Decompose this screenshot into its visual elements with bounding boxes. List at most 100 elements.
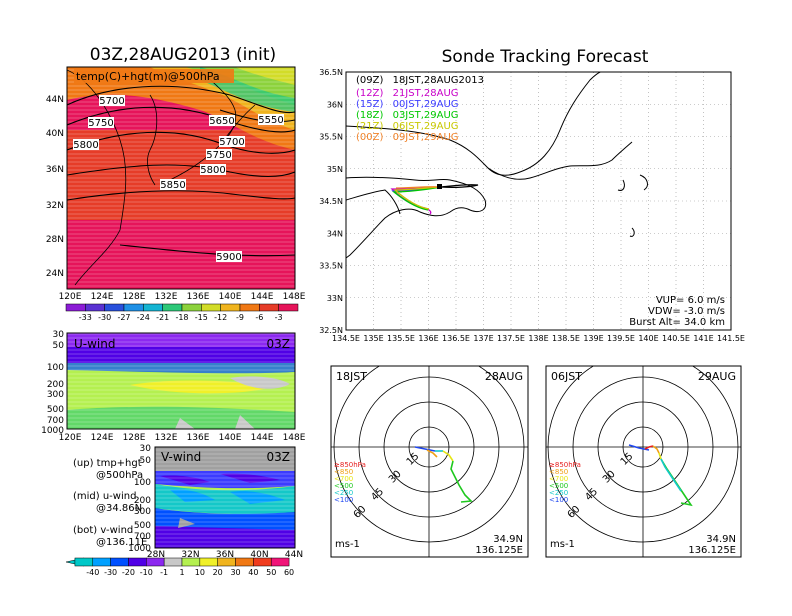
temp-lon-tick: 132E <box>155 292 178 302</box>
temp-colorbar-swatch <box>85 303 105 312</box>
hodograph-legend-entry: <500 <box>334 482 353 490</box>
temp-colorbar-label: -24 <box>137 313 150 322</box>
track-lat-tick: 34N <box>327 229 343 238</box>
v-wind-time: 03Z <box>267 450 291 464</box>
track-lon-tick: 138.5E <box>552 334 580 343</box>
temp-colorbar-swatch <box>143 303 163 312</box>
temp-colorbar-swatch <box>65 303 86 312</box>
launch-3-z: (18Z) <box>356 110 383 121</box>
temp-lat-tick: 44N <box>46 95 64 105</box>
wind-colorbar-label: 50 <box>266 568 276 577</box>
v-wind-pressure-tick: 300 <box>134 507 151 517</box>
v-wind-pressure-tick: 50 <box>140 456 152 466</box>
wind-colorbar-swatch <box>181 557 201 567</box>
u-wind-lon-tick: 144E <box>251 433 274 443</box>
temp-colorbar-swatch <box>181 303 202 312</box>
temp-colorbar-label: -9 <box>236 313 244 322</box>
u-wind-lon-tick: 124E <box>91 433 114 443</box>
hodograph-legend-entry: <100 <box>549 496 568 504</box>
temp-lon-tick: 140E <box>219 292 242 302</box>
height-labels: 5700 5750 5800 5650 5550 5700 5750 5800 … <box>73 95 284 263</box>
temp-colorbar-swatch <box>104 303 125 312</box>
wind-colorbar-swatch <box>110 557 129 567</box>
launch-1: (12Z) 21JST,28AUG <box>356 88 459 99</box>
track-lat-tick: 33.5N <box>319 262 343 271</box>
param-vdw: VDW= -3.0 m/s <box>648 306 725 317</box>
launch-4-z: (21Z) <box>356 121 383 132</box>
launch-3-t: 03JST,29AUG <box>393 110 459 121</box>
sonde-params: VUP= 6.0 m/s VDW= -3.0 m/s Burst Alt= 34… <box>629 295 725 328</box>
track-lon-tick: 139E <box>583 334 603 343</box>
track-lon-tick: 134.5E <box>332 334 360 343</box>
wind-colorbar-label: 40 <box>248 568 258 577</box>
track-lon-tick: 136E <box>418 334 438 343</box>
note-bot-a: (bot) v-wind <box>73 525 133 536</box>
temp-map-label: temp(C)+hgt(m)@500hPa <box>76 70 220 83</box>
temp-lat-ticks: 44N 40N 36N 32N 28N 24N <box>46 95 64 279</box>
temp-colorbar-label: -33 <box>79 313 92 322</box>
wind-colorbar-label: 30 <box>230 568 240 577</box>
track-lon-tick: 140.5E <box>662 334 690 343</box>
hodograph-left: 15304560≥850hPa<850<700<500<250<10018JST… <box>330 365 529 558</box>
hodograph-legend-entry: <850 <box>334 468 353 476</box>
launch-5-z: (00Z) <box>356 132 383 143</box>
hodograph-legend-entry: <250 <box>549 489 568 497</box>
v-wind-lat-tick: 40N <box>250 550 268 560</box>
track-lon-tick: 135.5E <box>387 334 415 343</box>
launch-2-z: (15Z) <box>356 99 383 110</box>
temp-colorbar-label: -6 <box>255 313 263 322</box>
panel-notes: (up) tmp+hgt @500hPa (mid) u-wind @34.86… <box>73 458 147 548</box>
hodograph-trace-segment <box>658 452 662 460</box>
track-lat-tick: 32.5N <box>319 326 343 335</box>
hodograph-legend-entry: <100 <box>334 496 353 504</box>
u-wind-pressure-tick: 100 <box>47 363 64 373</box>
track-coastline <box>346 72 648 259</box>
launch-3: (18Z) 03JST,29AUG <box>356 110 459 121</box>
v-wind-pressure-tick: 100 <box>134 478 151 488</box>
wind-colorbar-swatch <box>74 557 94 567</box>
param-burst-alt: Burst Alt= 34.0 km <box>629 317 725 328</box>
hodograph-right: 15304560≥850hPa<850<700<500<250<10006JST… <box>545 365 742 558</box>
track-lon-tick: 141.5E <box>717 334 745 343</box>
hodograph-legend-entry: <700 <box>334 475 353 483</box>
track-lon-tick: 135E <box>363 334 383 343</box>
temp-lon-ticks: 120E 124E 128E 132E 136E 140E 144E 148E <box>59 292 306 302</box>
note-up-b: @500hPa <box>96 470 143 481</box>
trajectory-18z <box>392 186 442 211</box>
temp-lat-tick: 32N <box>46 201 64 211</box>
hodograph-trace-segment <box>426 449 438 458</box>
v-wind-lat-tick: 32N <box>181 550 199 560</box>
u-wind-lon-tick: 120E <box>59 433 82 443</box>
track-lon-tick: 138E <box>528 334 548 343</box>
track-lon-tick: 141E <box>693 334 713 343</box>
hodograph-time: 18JST <box>336 370 367 383</box>
temp-colorbar-swatch <box>259 303 279 312</box>
track-lat-tick: 34.5N <box>319 197 343 206</box>
wind-colorbar-label: -10 <box>140 568 153 577</box>
u-wind-pressure-tick: 500 <box>47 405 64 415</box>
hodograph-legend-entry: <500 <box>549 482 568 490</box>
hodograph-trace-segment <box>450 460 473 503</box>
hodograph-trace-segment <box>652 445 660 454</box>
launch-4-t: 06JST,29AUG <box>393 121 459 132</box>
height-label: 5650 <box>209 116 234 127</box>
temp-lat-tick: 24N <box>46 269 64 279</box>
wind-colorbar-label: 60 <box>284 568 294 577</box>
temp-colorbar-label: -27 <box>117 313 130 322</box>
height-label: 5850 <box>160 180 185 191</box>
track-lon-tick: 137.5E <box>497 334 525 343</box>
u-wind-lon-tick: 136E <box>187 433 210 443</box>
wind-colorbar-swatch <box>92 557 111 567</box>
v-wind-pressure-tick: 700 <box>134 532 151 542</box>
wind-colorbar-swatch <box>128 557 147 567</box>
hodograph-trace-segment <box>442 450 454 462</box>
hodograph-date: 28AUG <box>485 370 523 383</box>
trajectory-21z <box>393 186 442 210</box>
v-wind-label: V-wind <box>161 450 201 464</box>
hodograph-legend-entry: <850 <box>549 468 568 476</box>
temp-colorbar-label: -3 <box>275 313 283 322</box>
temp-lon-tick: 124E <box>91 292 114 302</box>
height-label: 5750 <box>206 150 231 161</box>
u-wind-label: U-wind <box>74 337 115 351</box>
